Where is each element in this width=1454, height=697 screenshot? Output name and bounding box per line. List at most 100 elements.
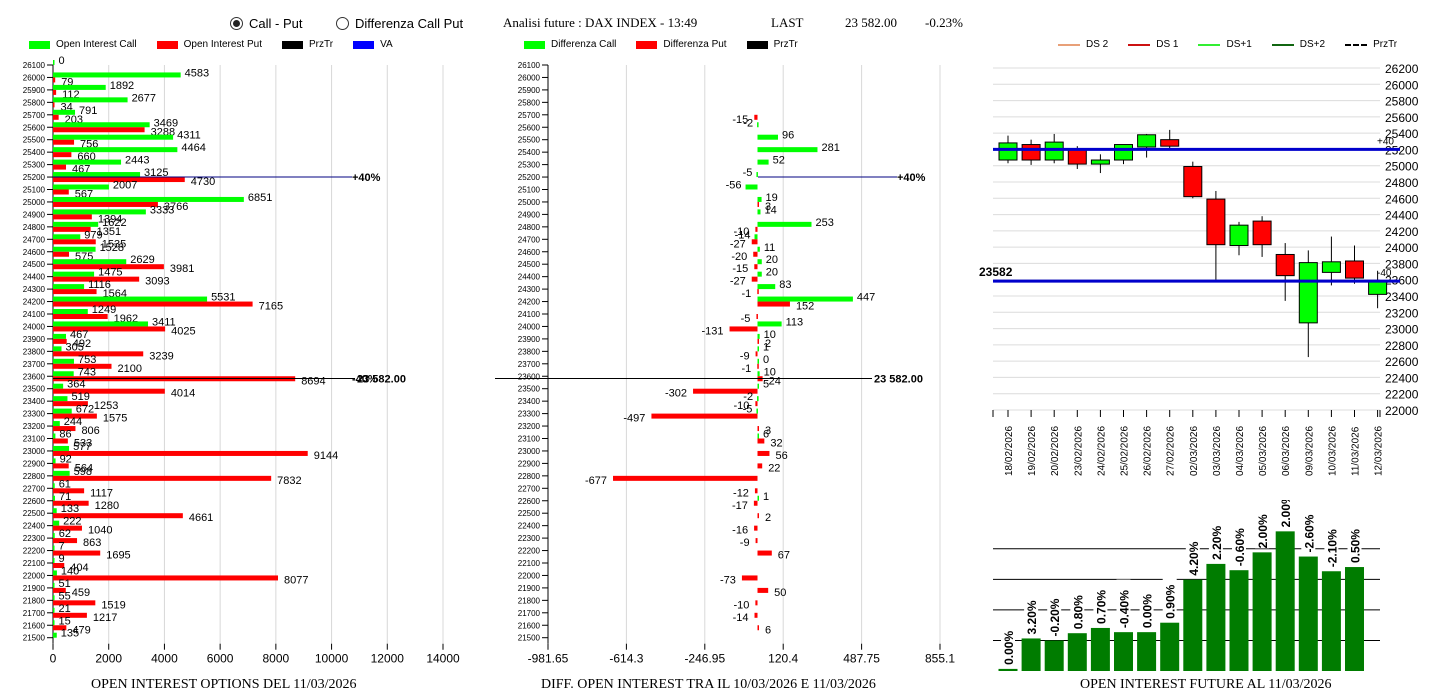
call-bar [53,458,56,464]
call-bar [53,495,55,501]
put-bar [53,612,87,618]
put-value-label: 1040 [88,525,112,537]
y-tick-label: 22300 [23,534,46,543]
future-bar [998,668,1018,671]
call-bar [53,371,74,377]
radio-call-put[interactable]: Call - Put [230,16,302,31]
candle-body [1275,253,1295,277]
x-tick-label: 6000 [207,652,234,665]
put-bar [53,625,67,631]
y-tick-label: 21800 [23,596,46,605]
candle-body [1345,260,1364,279]
call-bar [757,284,776,290]
y-tick-label: 21800 [518,596,541,605]
put-bar [53,401,88,407]
legend-label: PrzTr [309,39,334,50]
label-bg [1324,518,1339,568]
call-value-label: 1475 [98,267,122,279]
call-bar [53,383,64,389]
call-bar [53,246,96,252]
put-bar [53,563,65,568]
y-tick-label: 21500 [23,634,46,643]
call-value-label: 0 [763,354,769,366]
call-value-label: 15 [59,615,71,627]
x-tick-label: 487.75 [843,652,880,665]
call-value-label: 10 [764,329,776,341]
future-bar [1021,638,1041,671]
y-tick-label: 23400 [518,397,541,406]
y-tick-label: 24100 [518,310,541,319]
x-tick-label: 02/03/2026 [1189,426,1200,476]
call-bar [53,172,141,178]
call-bar [754,234,758,240]
call-bar [53,408,72,414]
put-value-label: 152 [796,301,814,313]
future-bar [1321,571,1341,671]
call-bar [53,97,128,103]
put-value-label: 459 [72,587,90,599]
put-bar [53,164,67,170]
call-value-label: -2 [743,117,753,129]
put-bar [53,102,55,108]
put-bar [754,264,758,270]
call-bar [53,271,95,277]
put-bar [53,500,89,506]
put-value-label: 67 [778,550,790,562]
legend-swatch [282,40,303,49]
put-bar [53,301,253,307]
label-bg [1347,522,1362,564]
y-tick-label: 25800 [518,98,541,107]
legend-item-prztr-dash: PrzTr [1345,39,1397,50]
legend-item-dsp2: DS+2 [1271,39,1326,50]
radio-differenza-call-put[interactable]: Differenza Call Put [336,16,463,31]
put-value-label: 1394 [98,213,122,225]
call-value-label: 253 [815,217,833,229]
call-bar [53,309,88,314]
call-bar [53,234,81,240]
y-tick-label: 26000 [1385,78,1419,92]
call-bar [53,358,74,364]
y-tick-label: 22700 [23,484,46,493]
call-bar [757,346,760,352]
legend-label: Open Interest Put [183,39,262,50]
y-tick-label: 24500 [518,260,541,269]
future-bar-label: 0.70% [1094,590,1108,624]
put-value-label: -9 [740,350,750,362]
call-bar [757,296,853,302]
put-bar [53,326,166,332]
y-tick-label: 21500 [518,634,541,643]
y-tick-label: 22000 [1385,404,1419,418]
put-value-label: 1351 [97,226,121,238]
call-value-label: 743 [78,366,96,378]
label-bg [1093,583,1108,624]
put-value-label: 3 [765,425,771,437]
put-bar [53,338,67,344]
y-tick-label: 25600 [518,123,541,132]
put-value-label: 1217 [93,612,117,624]
x-tick-label: 14000 [426,652,460,665]
put-value-label: 1280 [95,500,119,512]
future-bar [1183,579,1203,671]
level-label-right: -40 [1377,268,1392,279]
future-bar-label: -0.40% [1118,590,1132,628]
put-value-label: -73 [720,574,736,586]
y-tick-label: 23000 [23,447,46,456]
y-tick-label: 22800 [518,472,541,481]
label-bg [1047,587,1062,637]
legend-label: DS+2 [1299,39,1326,50]
y-tick-label: 22000 [518,571,541,580]
call-bar [53,533,55,539]
future-bar-label: 4.20% [1187,541,1201,575]
call-value-label: 62 [59,528,71,540]
legend-swatch [524,40,545,49]
put-value-label: 863 [83,537,101,549]
call-bar [757,246,760,252]
va-label: +40% [897,172,926,184]
call-bar [757,209,761,215]
call-value-label: 0 [59,55,65,67]
put-value-label: 56 [775,450,787,462]
put-bar [53,289,97,295]
legend-swatch [746,40,768,49]
call-bar [53,72,181,78]
call-bar [53,346,62,352]
